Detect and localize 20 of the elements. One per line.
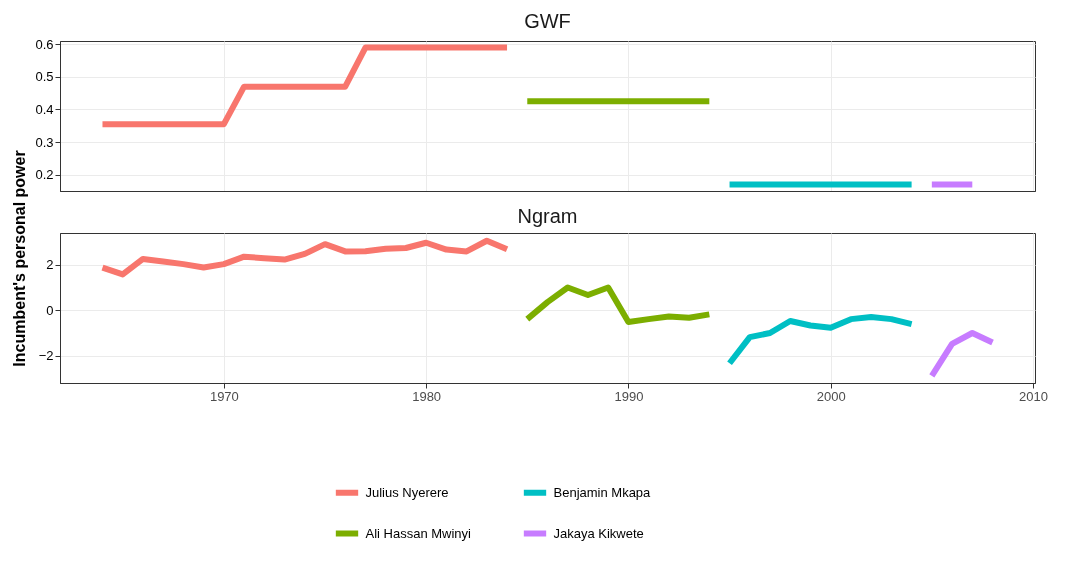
- x-tick-label: 1970: [209, 388, 239, 404]
- x-tick-label: 2000: [816, 388, 846, 404]
- chart-title: GWF: [524, 10, 571, 33]
- y-tick-label: 2: [46, 257, 54, 273]
- y-tick-label: 0.3: [35, 134, 54, 150]
- legend-label: Benjamin Mkapa: [553, 484, 652, 500]
- y-tick-label: 0.2: [35, 167, 54, 183]
- y-axis-title: Incumbent's personal power: [11, 150, 28, 367]
- legend-label: Julius Nyerere: [365, 484, 449, 500]
- chart-title: Ngram: [517, 205, 578, 227]
- y-tick-label: 0: [46, 302, 54, 318]
- y-tick-label: −2: [38, 348, 54, 364]
- x-tick-label: 2010: [1019, 388, 1048, 404]
- legend-label: Jakaya Kikwete: [553, 525, 644, 541]
- y-tick-label: 0.4: [35, 101, 54, 117]
- x-tick-label: 1990: [614, 388, 644, 404]
- y-tick-label: 0.6: [35, 36, 54, 52]
- y-tick-label: 0.5: [35, 69, 54, 85]
- legend-label: Ali Hassan Mwinyi: [365, 525, 472, 541]
- x-tick-label: 1980: [412, 388, 442, 404]
